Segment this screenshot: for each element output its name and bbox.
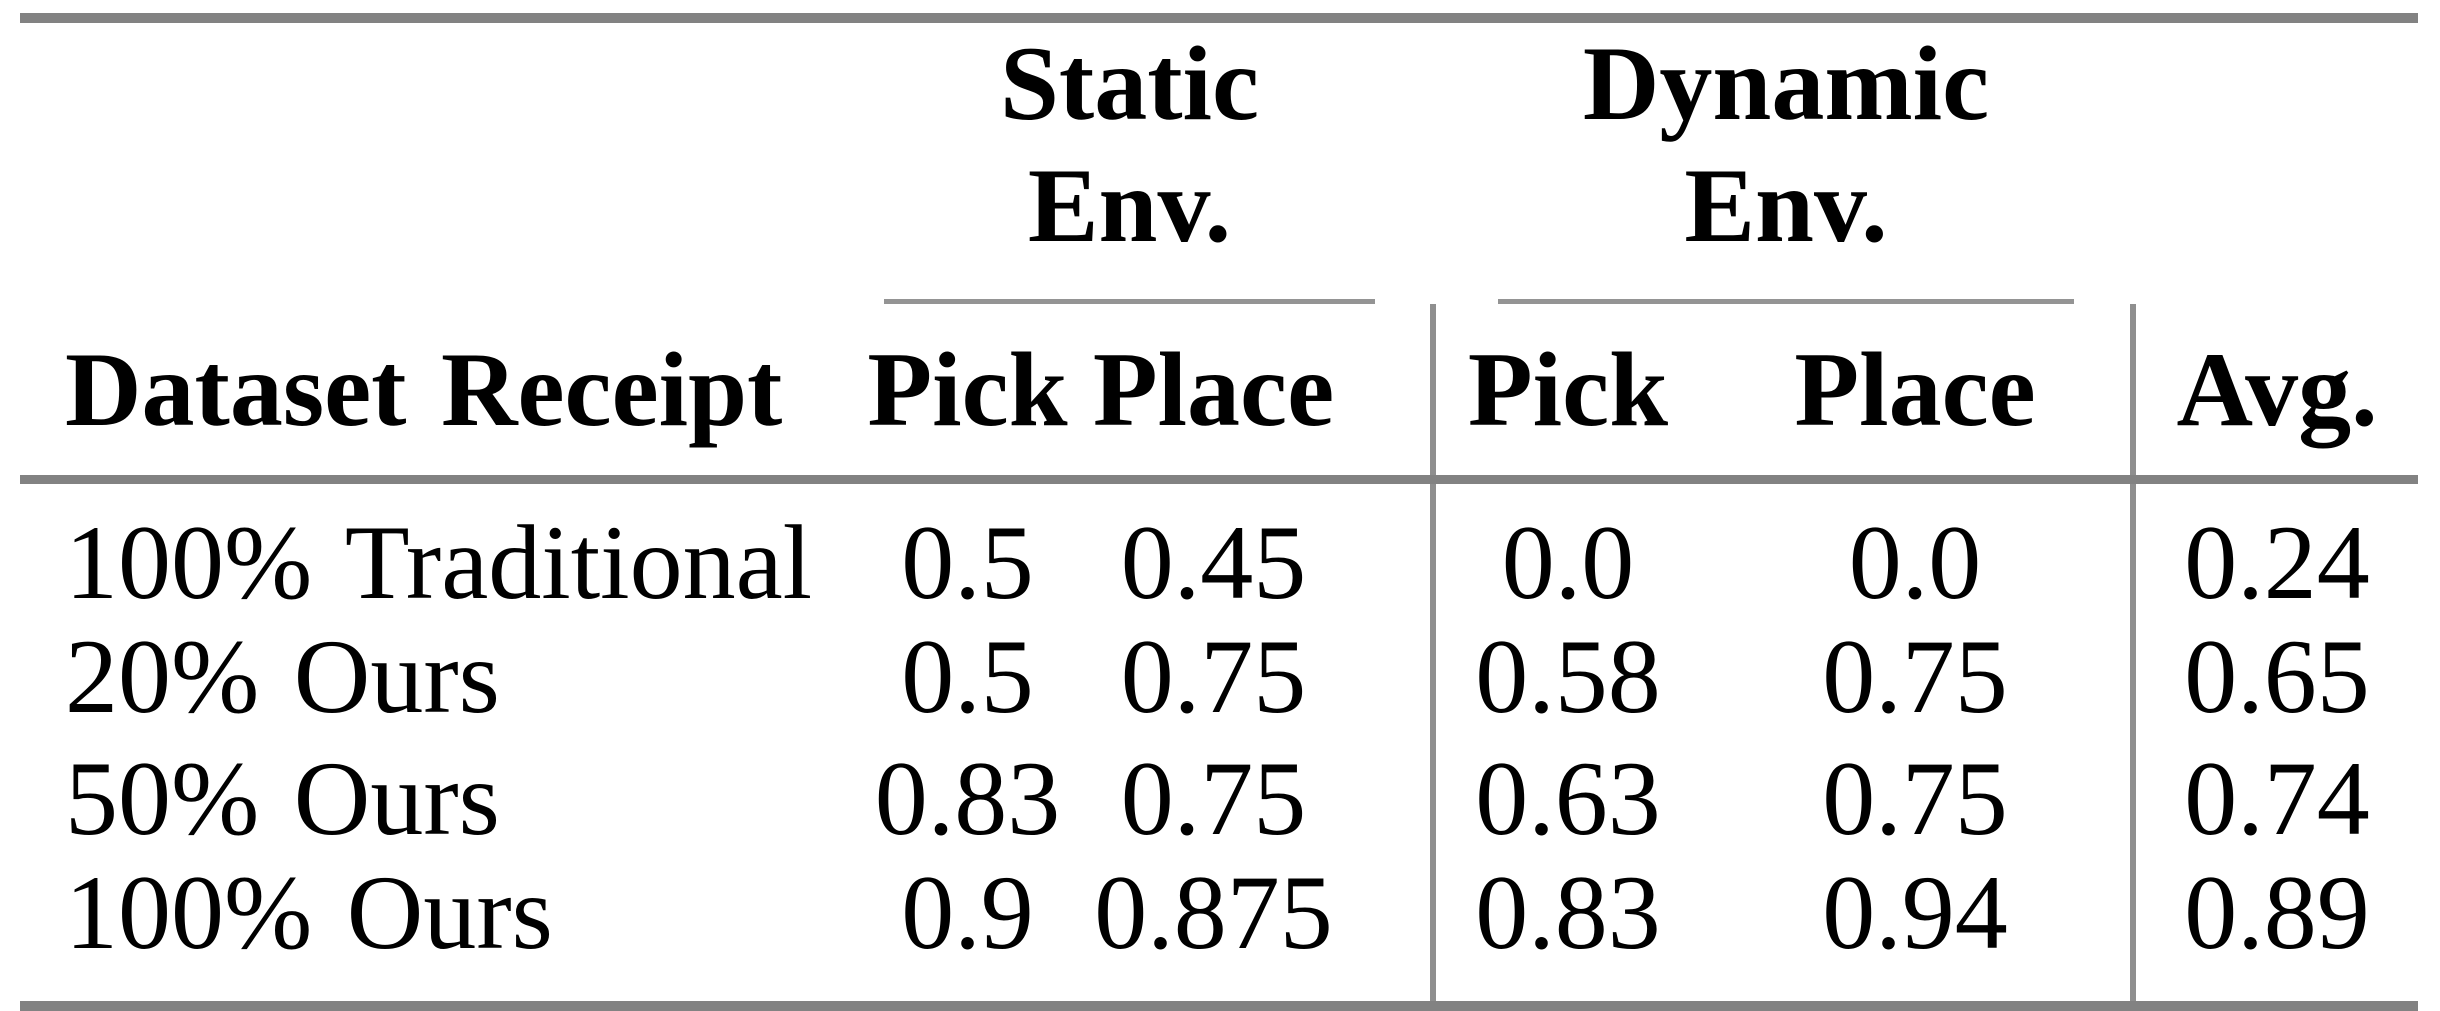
cell-static-place: 0.45	[1120, 504, 1307, 622]
cell-dataset: 50% Ours	[65, 740, 500, 858]
table-row-100-traditional: 100% Traditional 0.5 0.45 0.0 0.0 0.24	[20, 479, 2419, 622]
cell-static-place: 0.75	[1120, 618, 1307, 736]
group-header-row: Static Env. Dynamic Env.	[20, 18, 2418, 304]
cell-dynamic-place: 0.75	[1822, 740, 2008, 858]
header-dynamic-place: Place	[1700, 303, 2134, 485]
cell-dataset: 100% Traditional	[65, 504, 813, 622]
cell-dynamic-place: 0.94	[1822, 854, 2008, 972]
column-header-row: Dataset Receipt Pick Place Pick Place Av…	[20, 303, 2419, 485]
cell-dataset: 20% Ours	[65, 618, 500, 736]
group-header-dynamic-env: Dynamic Env.	[1433, 18, 2133, 304]
cell-dynamic-place: 0.0	[1848, 504, 1982, 622]
cell-dynamic-place: 0.75	[1822, 618, 2008, 736]
group-header-spacer-left	[20, 18, 860, 304]
table-row-100-ours: 100% Ours 0.9 0.875 0.83 0.94 0.89	[20, 854, 2419, 1007]
results-table: Static Env. Dynamic Env. Dataset Receipt…	[20, 13, 2419, 1011]
table-row-50-ours: 50% Ours 0.83 0.75 0.63 0.75 0.74	[20, 738, 2419, 861]
cell-dynamic-pick: 0.58	[1430, 616, 1701, 739]
cell-dynamic-pick: 0.83	[1430, 860, 1701, 1007]
static-env-label: Static Env.	[999, 25, 1260, 264]
header-avg: Avg.	[2130, 303, 2419, 485]
cell-static-pick: 0.5	[901, 618, 1034, 736]
cell-static-place: 0.875	[1094, 854, 1333, 972]
cell-static-place: 0.75	[1120, 740, 1307, 858]
group-header-spacer-right	[2133, 18, 2418, 304]
cmidrule-dynamic-env: Dynamic Env.	[1498, 23, 2075, 304]
header-static-pick: Pick	[860, 303, 1075, 485]
dynamic-env-label: Dynamic Env.	[1582, 25, 1990, 264]
group-header-static-env: Static Env.	[860, 18, 1433, 304]
cmidrule-static-env: Static Env.	[884, 23, 1376, 304]
cell-dynamic-pick: 0.0	[1430, 479, 1701, 617]
cell-avg: 0.24	[2130, 479, 2419, 617]
cell-static-pick: 0.9	[901, 854, 1034, 972]
table-row-20-ours: 20% Ours 0.5 0.75 0.58 0.75 0.65	[20, 616, 2419, 739]
cell-avg: 0.89	[2130, 860, 2419, 1007]
header-static-place: Place	[1075, 303, 1434, 485]
cell-avg: 0.74	[2130, 738, 2419, 861]
cell-static-pick: 0.83	[874, 740, 1061, 858]
header-dynamic-pick: Pick	[1430, 303, 1701, 485]
header-dataset-receipt: Dataset Receipt	[20, 303, 860, 485]
cell-static-pick: 0.5	[901, 504, 1034, 622]
cell-avg: 0.65	[2130, 616, 2419, 739]
cell-dynamic-pick: 0.63	[1430, 738, 1701, 861]
cell-dataset: 100% Ours	[65, 854, 553, 972]
